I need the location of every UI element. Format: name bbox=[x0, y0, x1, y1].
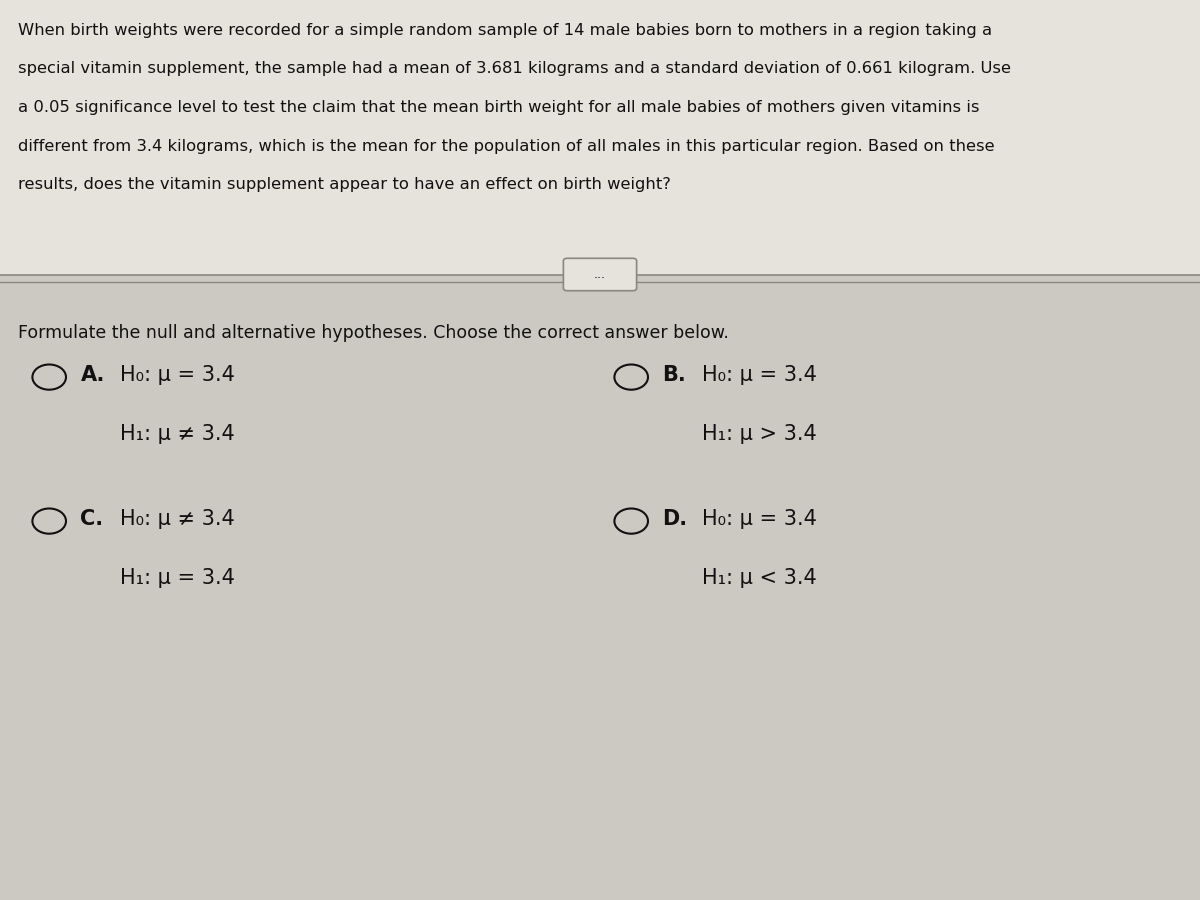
Text: A.: A. bbox=[80, 365, 104, 385]
Text: different from 3.4 kilograms, which is the mean for the population of all males : different from 3.4 kilograms, which is t… bbox=[18, 139, 995, 154]
Text: H₀: μ = 3.4: H₀: μ = 3.4 bbox=[120, 365, 235, 385]
Text: C.: C. bbox=[80, 509, 103, 529]
FancyBboxPatch shape bbox=[0, 0, 1200, 274]
Text: Formulate the null and alternative hypotheses. Choose the correct answer below.: Formulate the null and alternative hypot… bbox=[18, 324, 728, 342]
Text: H₁: μ < 3.4: H₁: μ < 3.4 bbox=[702, 568, 817, 588]
Text: ...: ... bbox=[594, 268, 606, 281]
Text: B.: B. bbox=[662, 365, 686, 385]
Text: H₁: μ = 3.4: H₁: μ = 3.4 bbox=[120, 568, 235, 588]
Text: special vitamin supplement, the sample had a mean of 3.681 kilograms and a stand: special vitamin supplement, the sample h… bbox=[18, 61, 1010, 76]
Text: When birth weights were recorded for a simple random sample of 14 male babies bo: When birth weights were recorded for a s… bbox=[18, 22, 992, 38]
FancyBboxPatch shape bbox=[564, 258, 636, 291]
Text: a 0.05 significance level to test the claim that the mean birth weight for all m: a 0.05 significance level to test the cl… bbox=[18, 100, 979, 115]
Text: H₀: μ = 3.4: H₀: μ = 3.4 bbox=[702, 365, 817, 385]
Text: H₀: μ ≠ 3.4: H₀: μ ≠ 3.4 bbox=[120, 509, 235, 529]
Text: results, does the vitamin supplement appear to have an effect on birth weight?: results, does the vitamin supplement app… bbox=[18, 177, 671, 193]
Text: D.: D. bbox=[662, 509, 688, 529]
Text: H₀: μ = 3.4: H₀: μ = 3.4 bbox=[702, 509, 817, 529]
Text: H₁: μ ≠ 3.4: H₁: μ ≠ 3.4 bbox=[120, 424, 235, 444]
Text: H₁: μ > 3.4: H₁: μ > 3.4 bbox=[702, 424, 817, 444]
